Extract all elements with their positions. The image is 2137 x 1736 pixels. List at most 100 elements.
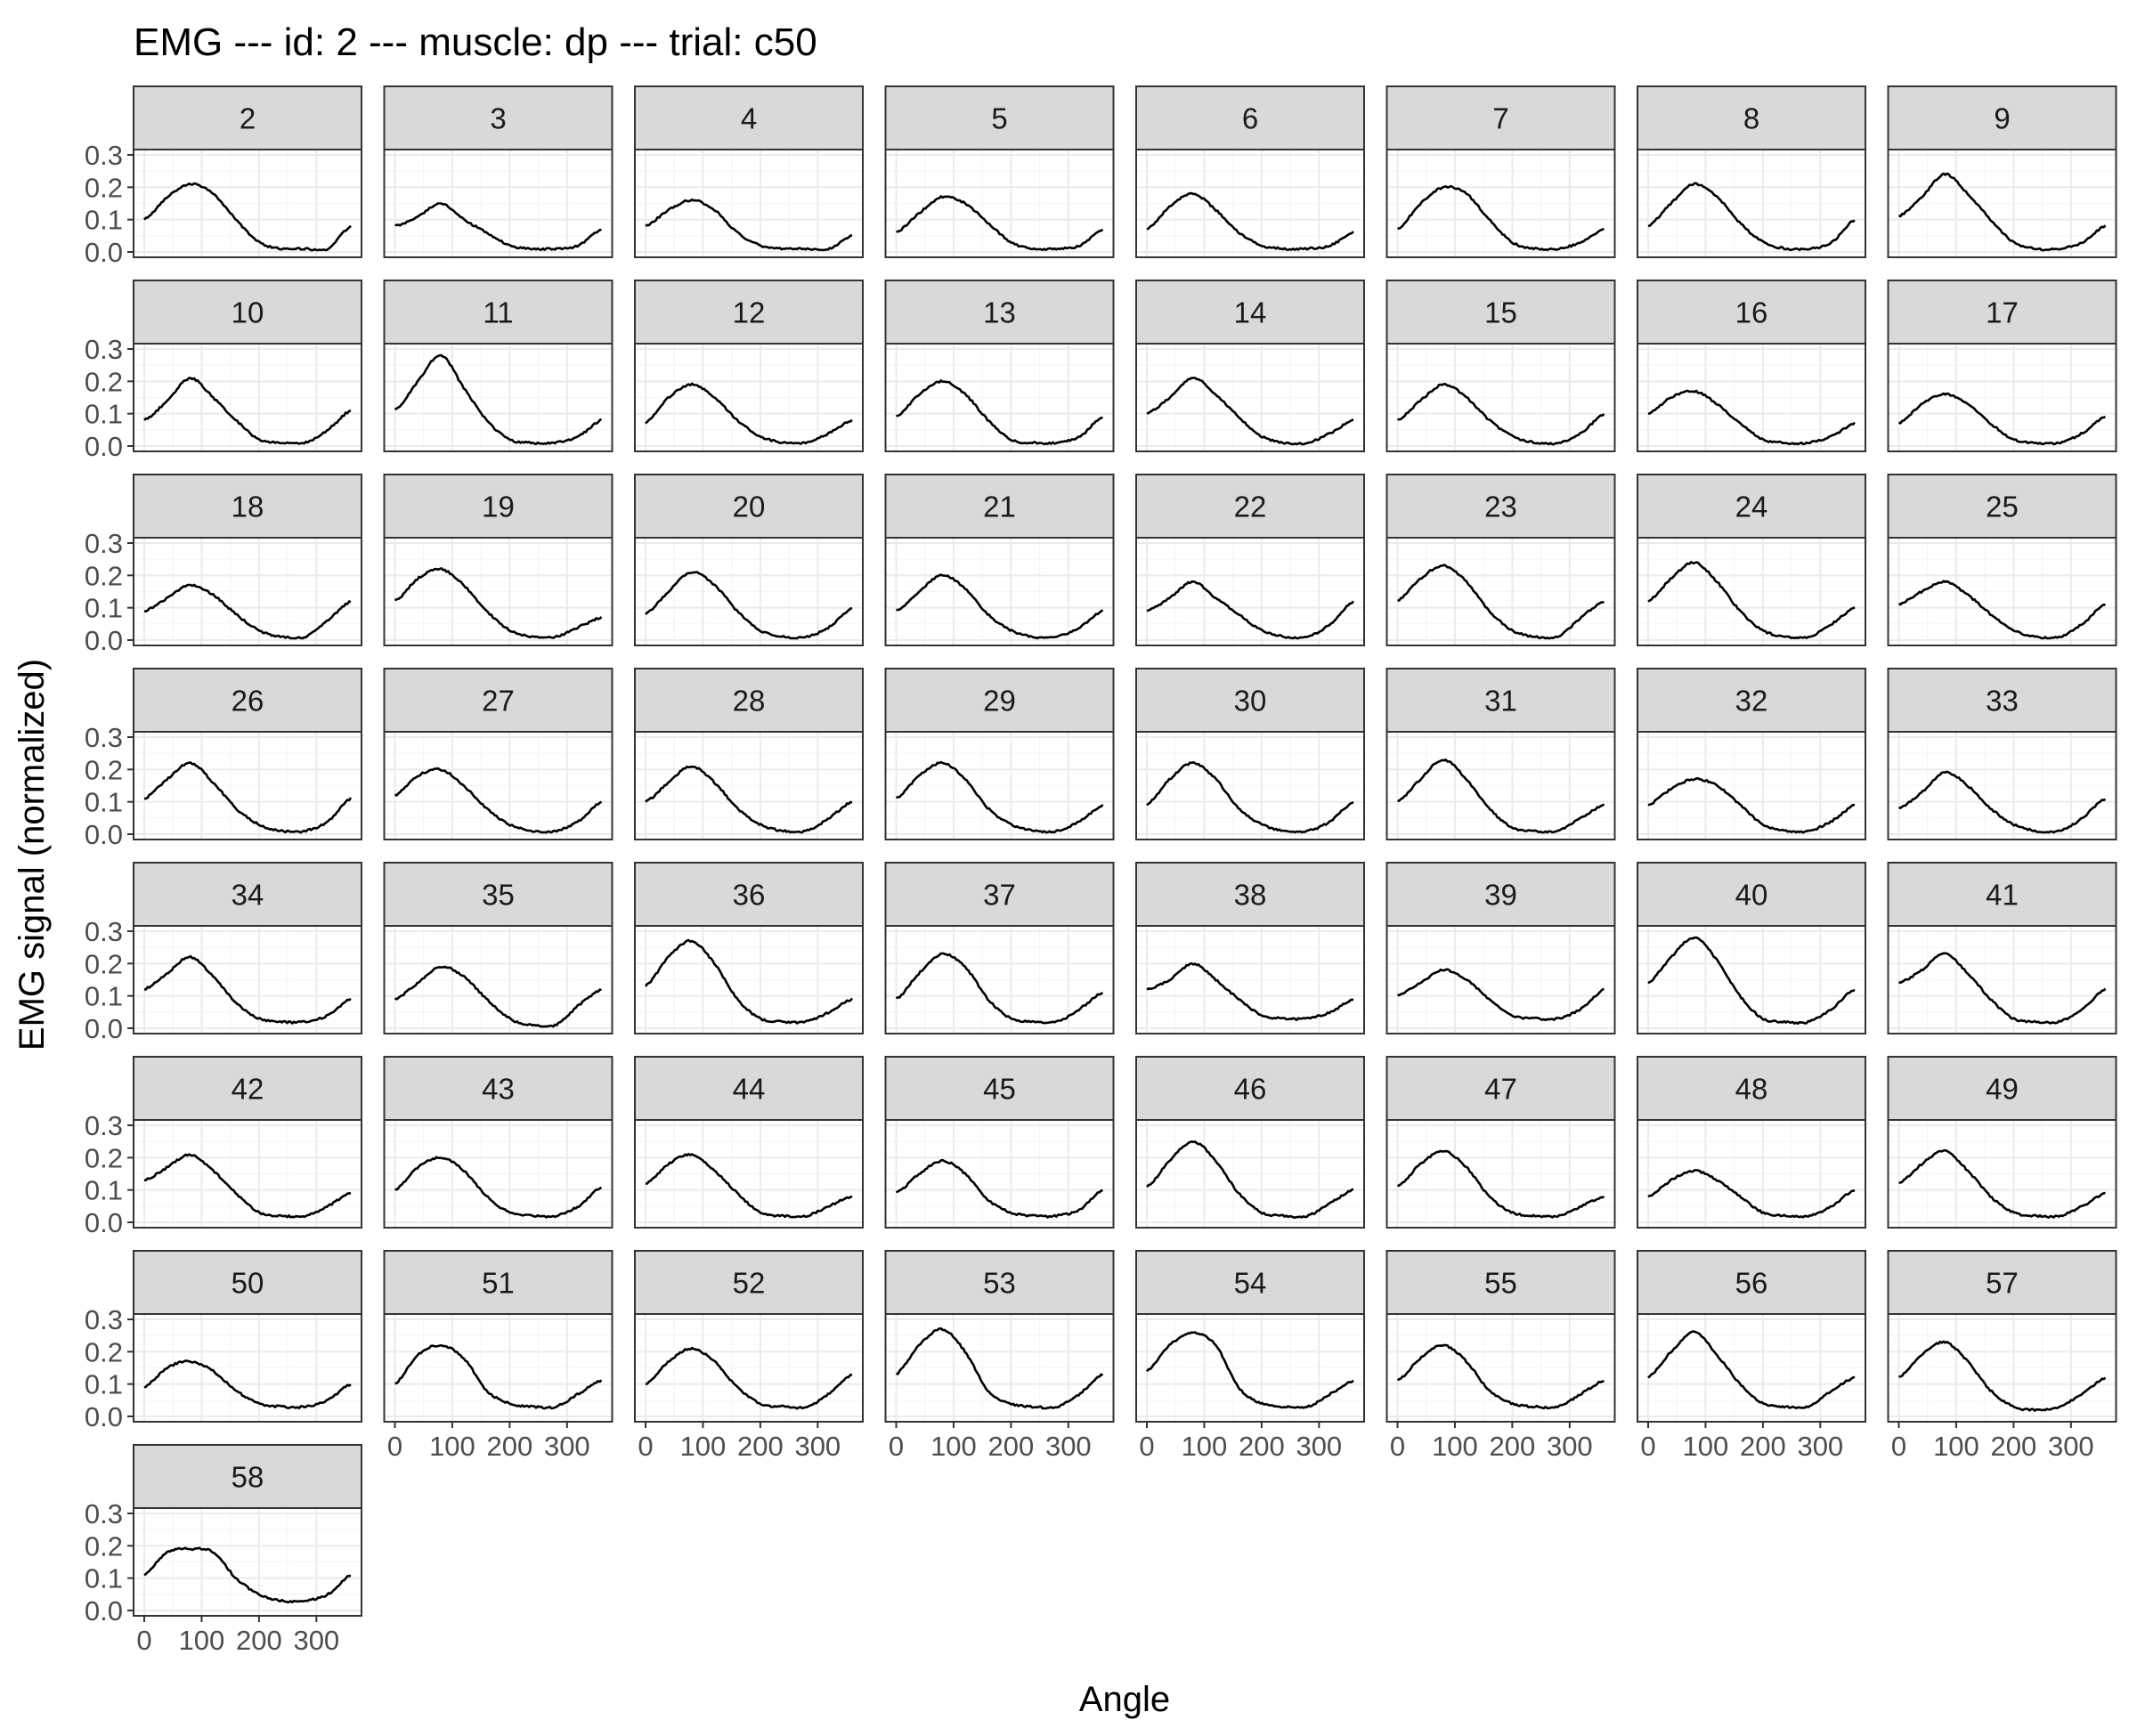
panel-border <box>884 731 1115 840</box>
facet-panel-6: 6 <box>1135 85 1365 258</box>
emg-series-line <box>143 761 353 834</box>
facet-label: 42 <box>232 1073 264 1106</box>
facet-panel-46: 46 <box>1135 1056 1365 1229</box>
panel-grid <box>1136 926 1364 1034</box>
facet-label: 38 <box>1234 879 1267 912</box>
facet-label: 53 <box>983 1267 1016 1300</box>
panel-grid <box>134 150 362 257</box>
panel-border <box>884 343 1115 452</box>
panel-border <box>1135 537 1365 646</box>
x-tick-label: 100 <box>680 1431 727 1462</box>
facet-strip <box>1637 474 1866 539</box>
facet-label: 51 <box>482 1267 515 1300</box>
panel-border <box>1135 1119 1365 1229</box>
panel-border <box>383 149 613 258</box>
panel-border <box>634 925 864 1034</box>
panel-border <box>383 1119 613 1229</box>
facet-strip <box>133 862 362 927</box>
y-tick-label: 0.3 <box>85 528 123 559</box>
facet-label: 48 <box>1735 1073 1768 1106</box>
panel-grid <box>635 926 863 1034</box>
y-tick-label: 0.2 <box>85 1142 123 1173</box>
x-tick-label: 300 <box>794 1431 841 1462</box>
facet-strip <box>1887 474 2117 539</box>
emg-series-line <box>394 767 603 834</box>
emg-series-line <box>1145 1331 1354 1409</box>
facet-strip <box>1385 1056 1616 1121</box>
panel-border <box>1385 1313 1616 1423</box>
facet-panel-45: 45 <box>884 1056 1115 1229</box>
facet-strip <box>1135 474 1365 539</box>
panel-border <box>1135 731 1365 840</box>
y-tick-label: 0.3 <box>85 1304 123 1335</box>
panel-border <box>884 1313 1115 1423</box>
y-tick-label: 0.1 <box>85 1175 123 1206</box>
emg-series-line <box>1898 952 2107 1025</box>
panel-border <box>1887 731 2117 840</box>
facet-panel-13: 13 <box>884 280 1115 452</box>
facet-panel-54: 54 0 100 200 300 <box>1135 1250 1365 1462</box>
facet-panel-40: 40 <box>1637 862 1866 1034</box>
facet-label: 3 <box>490 102 506 135</box>
facet-label: 37 <box>983 879 1016 912</box>
panel-border <box>133 537 362 646</box>
facet-panel-10: 10 0.00.10.20.3 <box>85 280 362 462</box>
panel-grid <box>384 926 613 1034</box>
y-tick-label: 0.2 <box>85 754 123 785</box>
facet-strip <box>1637 668 1866 733</box>
panel-border <box>1637 1313 1866 1423</box>
facet-strip <box>133 1250 362 1315</box>
facet-panel-26: 26 0.00.10.20.3 <box>85 668 362 850</box>
facet-label: 54 <box>1234 1267 1267 1300</box>
y-tick-label: 0.2 <box>85 172 123 203</box>
facet-strip <box>634 668 864 733</box>
emg-series-line <box>1647 1330 1856 1409</box>
emg-series-line <box>1397 968 1605 1022</box>
x-tick-label: 300 <box>1547 1431 1593 1462</box>
panel-border <box>133 1313 362 1423</box>
emg-series-line <box>1397 184 1605 252</box>
panel-grid <box>1888 538 2117 645</box>
y-tick-label: 0.3 <box>85 334 123 365</box>
facet-label: 57 <box>1986 1267 2019 1300</box>
panel-border <box>634 731 864 840</box>
facet-panel-52: 52 0 100 200 300 <box>634 1250 864 1462</box>
emg-series-line <box>394 1156 603 1219</box>
facet-panel-57: 57 0 100 200 300 <box>1887 1250 2117 1462</box>
emg-series-line <box>1146 580 1355 640</box>
x-tick-label: 300 <box>2048 1431 2094 1462</box>
panel-border <box>634 149 864 258</box>
facet-label: 35 <box>482 879 515 912</box>
panel-grid <box>1136 1314 1364 1422</box>
emg-series-line <box>896 573 1104 640</box>
panel-grid <box>1136 344 1364 451</box>
x-tick-label: 200 <box>1991 1431 2037 1462</box>
facet-strip <box>634 474 864 539</box>
facet-strip <box>1887 1056 2117 1121</box>
facet-strip <box>884 862 1115 927</box>
panel-grid <box>1386 926 1615 1034</box>
panel-border <box>383 925 613 1034</box>
x-tick-label: 200 <box>487 1431 533 1462</box>
facet-label: 9 <box>1994 102 2010 135</box>
emg-series-line <box>394 1343 603 1410</box>
y-tick-label: 0.0 <box>85 819 123 850</box>
facet-panel-42: 42 0.00.10.20.3 <box>85 1056 362 1238</box>
facet-strip <box>634 280 864 345</box>
emg-series-line <box>1897 392 2106 446</box>
facet-strip <box>1887 668 2117 733</box>
emg-series-line <box>143 583 352 640</box>
panel-border <box>1637 925 1866 1034</box>
facet-panel-38: 38 <box>1135 862 1365 1034</box>
facet-label: 40 <box>1735 879 1768 912</box>
facet-panel-27: 27 <box>383 668 613 840</box>
panel-border <box>884 149 1115 258</box>
facet-label: 11 <box>483 296 513 329</box>
facet-panel-56: 56 0 100 200 300 <box>1637 1250 1866 1462</box>
panel-border <box>133 731 362 840</box>
panel-grid <box>885 344 1114 451</box>
y-tick-label: 0.2 <box>85 366 123 397</box>
emg-series-line <box>645 1152 853 1219</box>
emg-series-line <box>143 954 352 1025</box>
panel-grid <box>1637 344 1865 451</box>
